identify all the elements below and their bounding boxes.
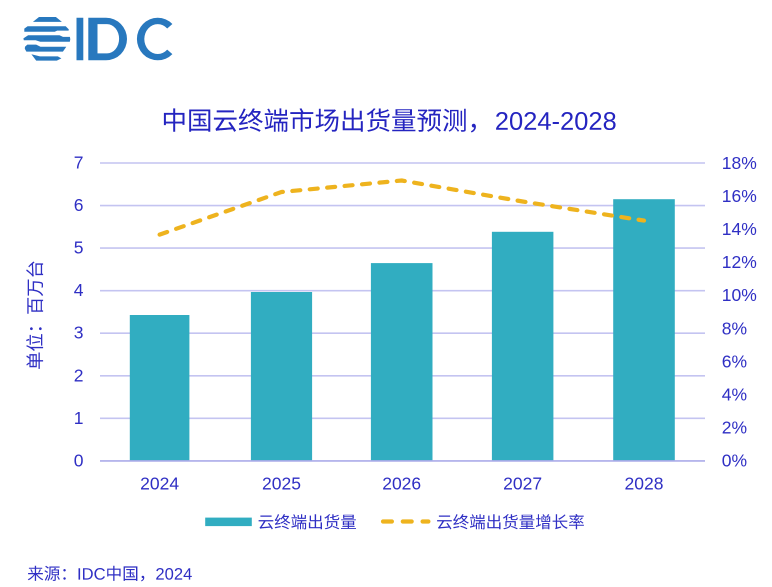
svg-text:8%: 8% [722,318,747,338]
svg-text:5: 5 [74,238,84,258]
svg-text:12%: 12% [722,252,757,272]
svg-text:2: 2 [74,365,84,385]
svg-text:2027: 2027 [503,473,542,493]
svg-text:0: 0 [74,450,84,470]
svg-text:2%: 2% [722,418,747,438]
svg-text:7: 7 [74,153,84,173]
svg-text:1: 1 [74,408,84,428]
svg-text:6: 6 [74,195,84,215]
svg-text:2024: 2024 [140,473,179,493]
svg-text:4: 4 [74,280,84,300]
svg-text:2026: 2026 [382,473,421,493]
svg-text:4%: 4% [722,385,747,405]
svg-text:0%: 0% [722,451,747,471]
svg-text:10%: 10% [722,285,757,305]
svg-text:14%: 14% [722,219,757,239]
svg-text:6%: 6% [722,351,747,371]
svg-text:2025: 2025 [262,473,301,493]
svg-text:3: 3 [74,323,84,343]
svg-text:16%: 16% [722,186,757,206]
svg-text:2028: 2028 [625,473,664,493]
svg-text:18%: 18% [722,153,757,173]
